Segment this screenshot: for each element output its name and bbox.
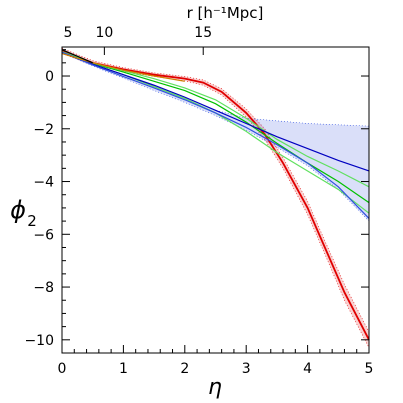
y-tick-label: 0 (45, 69, 54, 85)
series-band-light_blue (61, 51, 370, 222)
x-tick-label: 3 (242, 361, 251, 377)
y-axis-label-subscript: 2 (27, 212, 37, 230)
y-tick-label: −4 (33, 175, 54, 191)
y-tick-label: −8 (33, 280, 54, 296)
error-bands (61, 47, 370, 348)
top-axis-label: r [h⁻¹Mpc] (187, 4, 264, 22)
x-tick-label: 0 (58, 361, 67, 377)
y-tick-label: −10 (24, 333, 54, 349)
plot-frame (61, 46, 370, 354)
x-tick-label: 5 (365, 361, 374, 377)
x-axis-label: η (208, 375, 222, 400)
series-band-red (61, 47, 370, 348)
tick-labels: 0 1 2 3 4 5 0 −2 −4 −6 −8 −10 5 10 15 (24, 25, 373, 377)
top-tick-label: 5 (64, 25, 73, 41)
top-tick-label: 10 (95, 25, 113, 41)
axis-ticks (61, 47, 370, 354)
series-line-green (61, 51, 370, 204)
x-tick-label: 4 (303, 361, 312, 377)
series-line-light_blue (61, 51, 370, 219)
series-lines (61, 49, 370, 341)
series-line-black (61, 49, 93, 64)
y-axis-label: ϕ (10, 196, 26, 224)
x-tick-label: 2 (180, 361, 189, 377)
series-line-orange (61, 53, 185, 82)
series-line-blue (61, 51, 370, 172)
y-tick-label: −2 (33, 122, 54, 138)
y-tick-label: −6 (33, 227, 54, 243)
x-tick-label: 1 (119, 361, 128, 377)
top-tick-label: 15 (194, 25, 212, 41)
series-line-red (61, 50, 370, 341)
